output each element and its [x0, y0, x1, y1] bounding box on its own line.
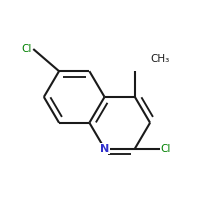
Text: Cl: Cl	[161, 144, 171, 154]
Text: N: N	[100, 144, 109, 154]
Text: Cl: Cl	[21, 44, 32, 54]
Text: CH₃: CH₃	[150, 54, 169, 64]
